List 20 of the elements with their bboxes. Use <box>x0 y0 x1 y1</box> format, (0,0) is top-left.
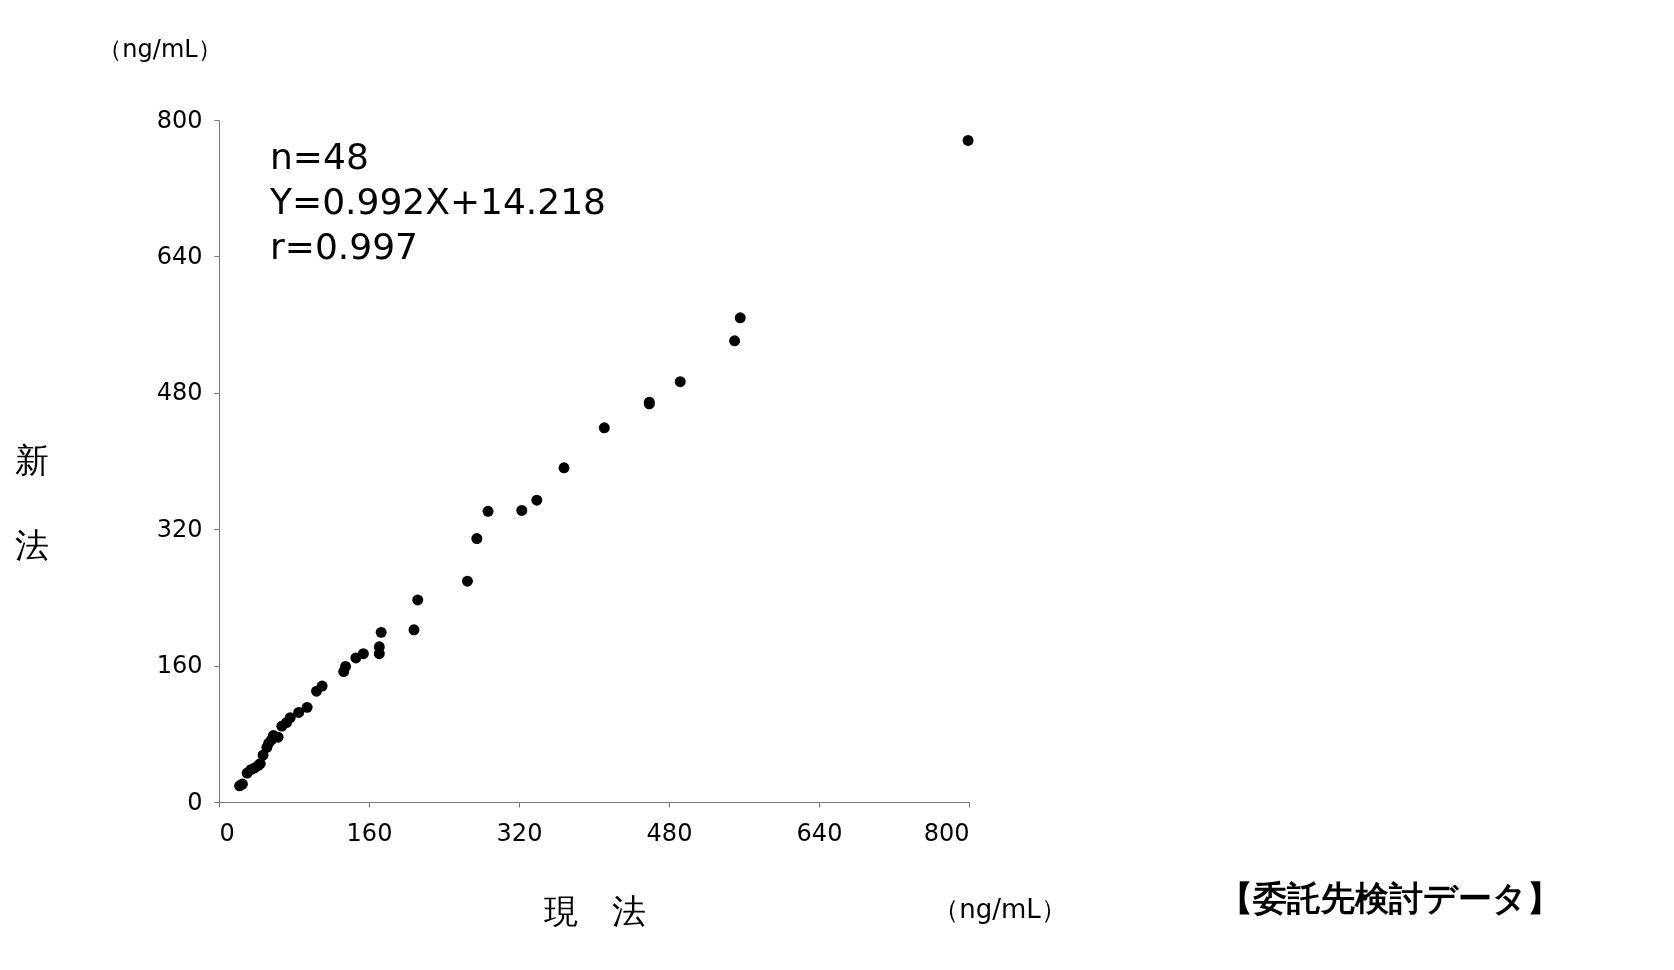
annotation: n=48 <box>270 136 369 177</box>
text: 【委託先検討データ】 <box>1219 878 1561 918</box>
y-tick-label: 0 <box>187 787 203 816</box>
x-tick-label: 640 <box>796 818 843 847</box>
x-tick-label: 480 <box>646 818 693 847</box>
y-tick-label: 320 <box>156 514 203 543</box>
x-tick-label: 160 <box>346 818 393 847</box>
x-tick-label: 320 <box>496 818 543 847</box>
annotation: r=0.997 <box>270 226 419 267</box>
x-tick-label: 0 <box>219 818 235 847</box>
text: （ng/mL） <box>933 894 1067 924</box>
y-tick-label: 480 <box>156 378 203 407</box>
x-axis-title: 現 法 <box>543 890 646 931</box>
x-tick-label: 800 <box>923 818 970 847</box>
y-tick-label: 800 <box>156 105 203 134</box>
annotation: Y=0.992X+14.218 <box>269 181 607 222</box>
text: 新法 <box>14 439 49 565</box>
y-tick-label: 160 <box>156 651 203 680</box>
text: （ng/mL） <box>98 35 222 63</box>
y-tick-label: 640 <box>156 241 203 270</box>
